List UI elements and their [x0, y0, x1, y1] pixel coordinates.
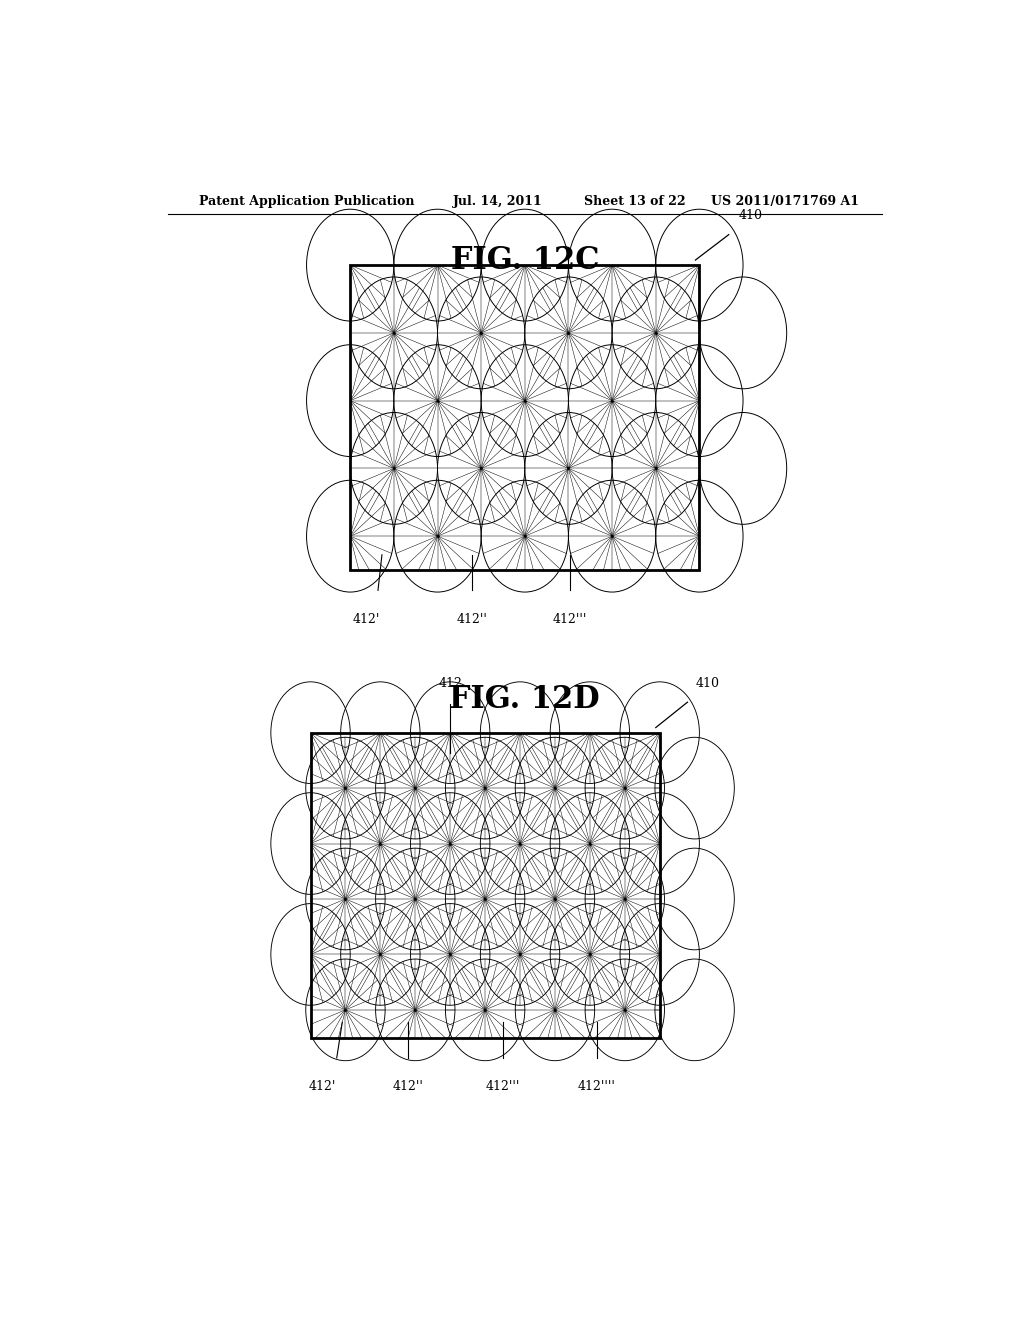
Text: 412''': 412''': [553, 612, 588, 626]
Text: FIG. 12D: FIG. 12D: [450, 684, 600, 714]
Text: 412': 412': [352, 612, 380, 626]
Text: 412'': 412'': [457, 612, 487, 626]
Text: 412'': 412'': [393, 1080, 424, 1093]
Text: FIG. 12C: FIG. 12C: [451, 244, 599, 276]
Bar: [350, 265, 699, 570]
Text: Jul. 14, 2011: Jul. 14, 2011: [454, 194, 543, 207]
Text: Patent Application Publication: Patent Application Publication: [200, 194, 415, 207]
Text: 410: 410: [695, 677, 719, 690]
Text: 412'''': 412'''': [578, 1080, 615, 1093]
Text: Sheet 13 of 22: Sheet 13 of 22: [585, 194, 686, 207]
Text: 412''': 412''': [485, 1080, 520, 1093]
Text: 410: 410: [739, 210, 763, 223]
Text: 412': 412': [309, 1080, 336, 1093]
Text: US 2011/0171769 A1: US 2011/0171769 A1: [712, 194, 859, 207]
Text: 412: 412: [438, 677, 462, 690]
Bar: [310, 733, 659, 1038]
